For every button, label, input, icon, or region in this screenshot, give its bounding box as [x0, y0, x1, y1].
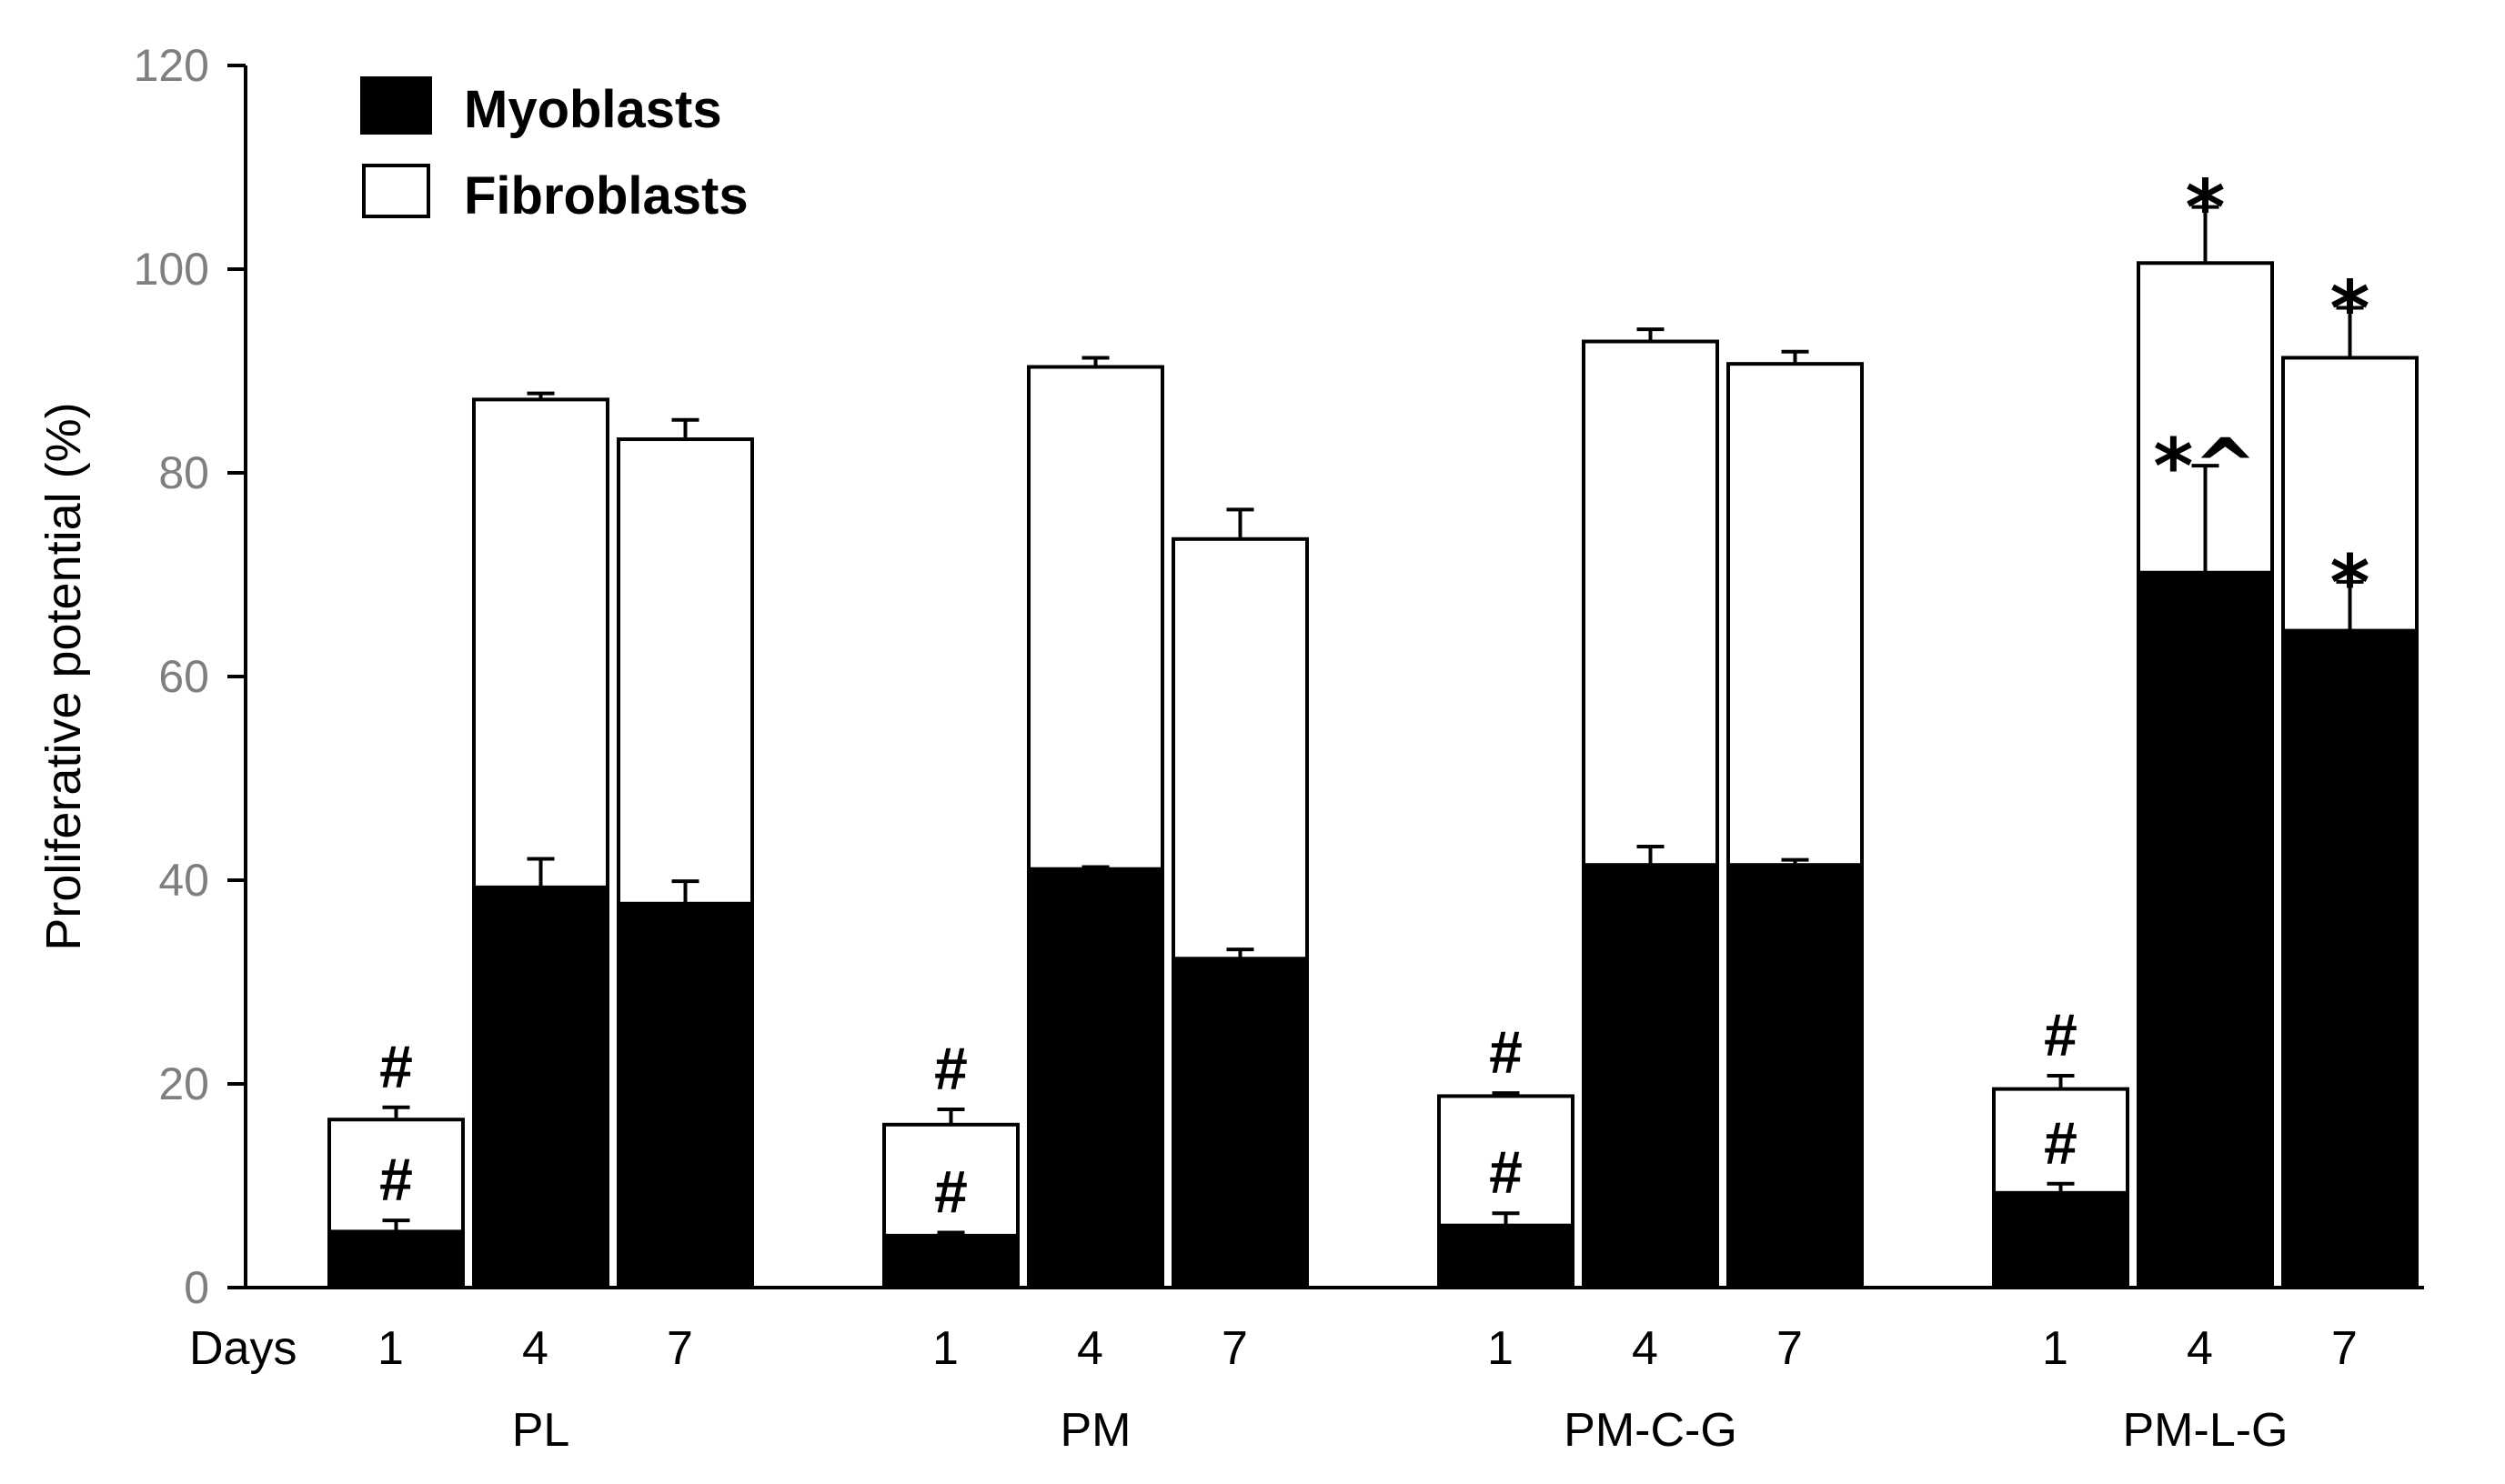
bar-myoblasts	[472, 885, 609, 1290]
day-tick-label: 7	[1222, 1322, 1248, 1375]
legend-swatch-fibroblasts	[362, 164, 430, 218]
legend-label-fibroblasts: Fibroblasts	[464, 166, 749, 226]
bars-layer	[327, 261, 2419, 1290]
y-tick-label: 120	[134, 40, 209, 91]
significance-marker: #	[379, 1146, 413, 1213]
legend: Myoblasts Fibroblasts	[360, 76, 749, 226]
day-tick-label: 1	[1487, 1322, 1514, 1375]
y-tick-label: 0	[184, 1262, 209, 1313]
significance-marker: *	[2186, 164, 2226, 253]
y-tick-label: 40	[158, 855, 209, 906]
bar-myoblasts	[617, 901, 754, 1289]
bar-myoblasts	[1437, 1223, 1574, 1290]
y-tick-label: 80	[158, 447, 209, 498]
significance-marker: #	[1489, 1018, 1523, 1086]
y-tick-label: 20	[158, 1058, 209, 1109]
day-tick-label: 4	[1632, 1322, 1658, 1375]
day-tick-label: 4	[522, 1322, 548, 1375]
bar-myoblasts	[1582, 863, 1719, 1289]
x-labels-layer: Days 1 4 7 1 4 7 1 4 7 1 4 7 PL PM PM-C-G PM-L-G	[189, 1322, 2358, 1457]
significance-marker: #	[2044, 1109, 2077, 1177]
y-tick-label: 100	[134, 244, 209, 295]
annotations-layer: # # # # # # # # * *^ * *	[379, 164, 2369, 1226]
legend-swatch-myoblasts	[360, 76, 432, 135]
significance-marker: #	[934, 1158, 968, 1226]
y-tick-label: 60	[158, 651, 209, 702]
bar-myoblasts	[1726, 863, 1864, 1289]
bar-myoblasts	[327, 1229, 465, 1290]
significance-marker: *	[2330, 538, 2370, 627]
group-label: PM-L-G	[2123, 1404, 2289, 1457]
significance-marker: #	[2044, 1001, 2077, 1068]
legend-label-myoblasts: Myoblasts	[464, 80, 722, 139]
significance-marker: #	[1489, 1138, 1523, 1206]
significance-marker: #	[934, 1035, 968, 1102]
days-label: Days	[189, 1322, 297, 1375]
group-label: PM	[1061, 1404, 1132, 1457]
day-tick-label: 1	[377, 1322, 404, 1375]
day-tick-label: 7	[2331, 1322, 2358, 1375]
bar-myoblasts	[1027, 867, 1164, 1289]
bar-myoblasts	[2281, 628, 2419, 1289]
day-tick-label: 4	[1077, 1322, 1103, 1375]
significance-marker: *	[2330, 265, 2370, 354]
bar-myoblasts	[1172, 957, 1309, 1289]
group-label: PM-C-G	[1564, 1404, 1737, 1457]
error-bars-layer	[382, 205, 2364, 1236]
significance-marker: #	[379, 1033, 413, 1100]
day-tick-label: 1	[2042, 1322, 2068, 1375]
y-ticks-layer: 0 20 40 60 80 100 120	[134, 40, 246, 1313]
group-label: PL	[512, 1404, 570, 1457]
bar-myoblasts	[2137, 570, 2274, 1289]
bar-myoblasts	[1992, 1190, 2129, 1289]
significance-marker: *^	[2153, 422, 2257, 511]
day-tick-label: 7	[667, 1322, 693, 1375]
y-axis-title: Proliferative potential (%)	[36, 402, 91, 950]
bar-myoblasts	[882, 1233, 1020, 1290]
day-tick-label: 4	[2187, 1322, 2213, 1375]
day-tick-label: 1	[932, 1322, 959, 1375]
day-tick-label: 7	[1776, 1322, 1803, 1375]
